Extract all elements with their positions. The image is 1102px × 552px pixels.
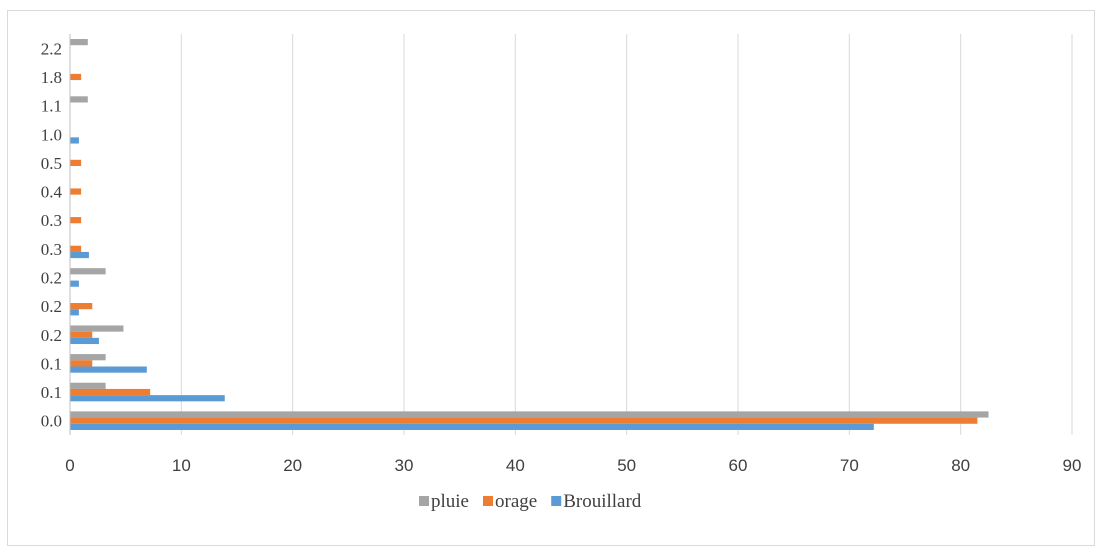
bar-orage-0: [70, 417, 978, 424]
legend-swatch-pluie: [419, 496, 429, 506]
bar-orage-12: [70, 73, 82, 81]
bar-brouillard-0: [70, 423, 874, 430]
bar-orage-3: [70, 331, 93, 338]
y-tick-label: 0.2: [41, 297, 62, 316]
y-tick-label: 0.2: [41, 326, 62, 345]
y-tick-labels: 0.0 0.1 0.1 0.2 0.2 0.2 0.3 0.3 0.4 0.5 1.0 1.1 1.8 2…: [41, 39, 63, 430]
y-tick-label: 2.2: [41, 39, 62, 58]
bar-brouillard-4: [70, 309, 79, 316]
y-tick-label: 0.0: [41, 412, 62, 431]
x-tick-label: 70: [840, 456, 859, 475]
bar-pluie-2: [70, 354, 106, 361]
bar-brouillard-2: [70, 366, 147, 373]
bar-orage-7: [70, 217, 82, 224]
bar-orage-6: [70, 245, 82, 252]
bar-pluie-13: [70, 39, 88, 46]
bar-brouillard-10: [70, 137, 79, 144]
bar-pluie-5: [70, 268, 106, 275]
x-tick-label: 0: [65, 456, 74, 475]
x-tick-label: 80: [951, 456, 970, 475]
bar-pluie-0: [70, 411, 989, 418]
legend-swatch-brouillard: [551, 496, 562, 506]
bar-orage-1: [70, 388, 151, 396]
y-tick-label: 0.1: [41, 383, 62, 402]
y-tick-label: 1.0: [41, 125, 62, 144]
bar-pluie-11: [70, 96, 88, 103]
y-tick-label: 1.1: [41, 97, 62, 116]
bar-brouillard-1: [70, 395, 225, 402]
bar-orage-4: [70, 303, 93, 310]
legend-label-brouillard: Brouillard: [563, 491, 642, 512]
bar-orage-2: [70, 360, 93, 367]
bar-orage-9: [70, 159, 82, 166]
x-tick-label: 20: [283, 456, 302, 475]
x-tick-label: 30: [395, 456, 414, 475]
bar-pluie-1: [70, 382, 106, 389]
gridlines: [180, 34, 1073, 435]
bar-brouillard-6: [70, 251, 89, 259]
y-tick-label: 0.5: [41, 154, 62, 173]
bar-pluie-3: [70, 325, 124, 332]
bar-orage-8: [70, 188, 82, 195]
y-tick-label: 0.3: [41, 211, 62, 230]
bar-brouillard-5: [70, 280, 79, 287]
x-tick-label: 60: [729, 456, 748, 475]
y-tick-label: 0.1: [41, 354, 62, 373]
x-tick-label: 90: [1063, 456, 1082, 475]
legend-swatch-orage: [483, 496, 493, 506]
y-tick-label: 0.4: [41, 183, 63, 202]
x-tick-labels: 0 10 20 30 40 50 60 70 80 90: [65, 456, 1081, 475]
bars: [70, 39, 989, 430]
legend-label-orage: orage: [495, 491, 537, 512]
legend-label-pluie: pluie: [431, 491, 469, 512]
chart-frame: [7, 10, 1095, 546]
x-tick-label: 10: [172, 456, 191, 475]
x-tick-label: 40: [506, 456, 525, 475]
y-tick-label: 0.3: [41, 240, 62, 259]
legend: pluie orage Brouillard: [419, 491, 642, 512]
bar-brouillard-3: [70, 337, 99, 345]
x-tick-label: 50: [617, 456, 636, 475]
y-tick-label: 0.2: [41, 268, 62, 287]
y-tick-label: 1.8: [41, 68, 62, 87]
